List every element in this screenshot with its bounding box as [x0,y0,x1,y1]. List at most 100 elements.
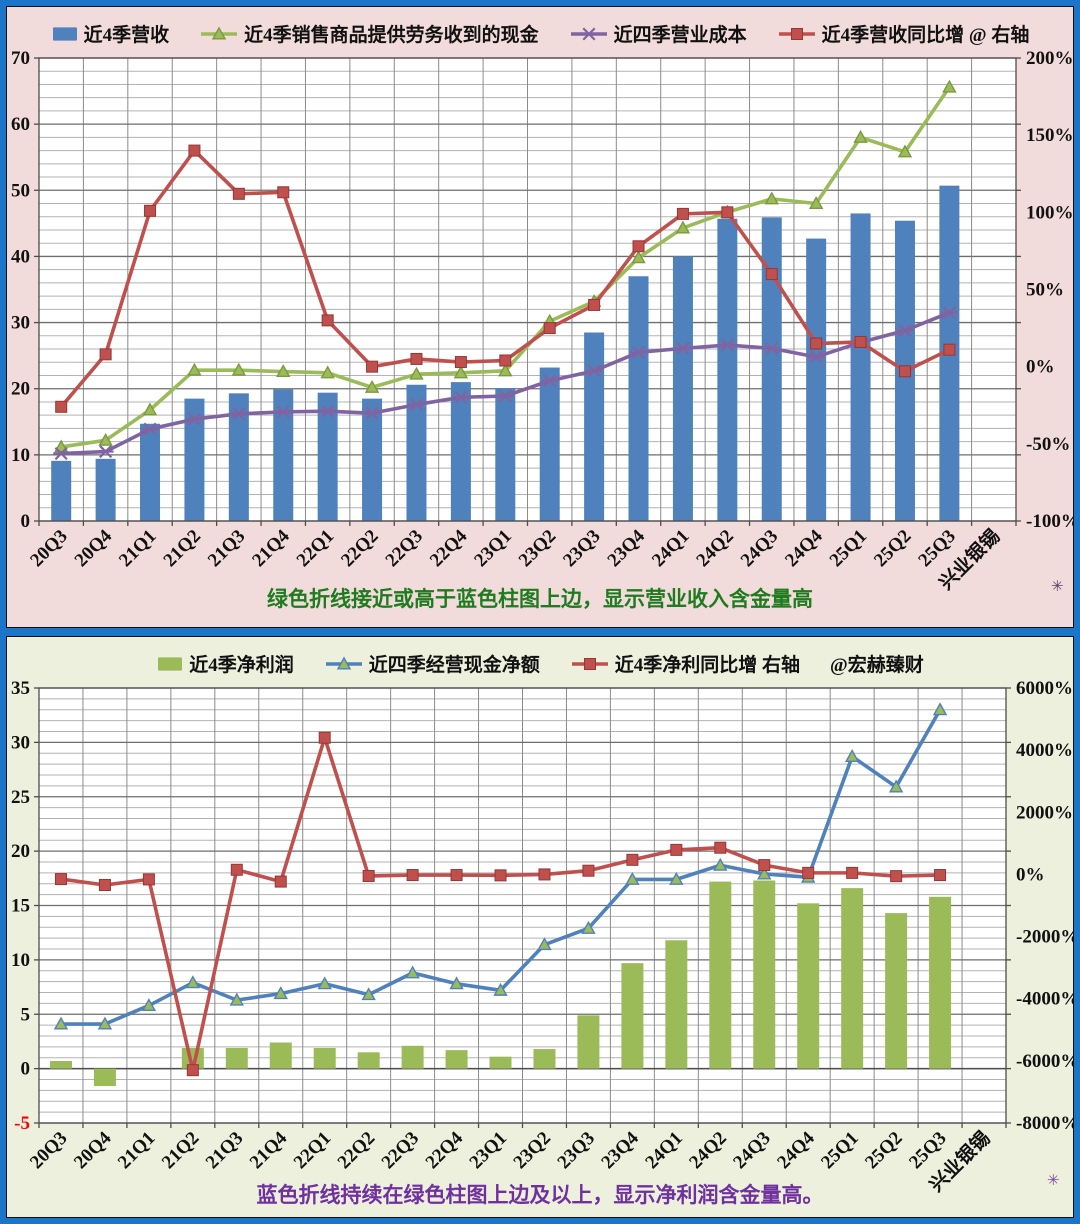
square-marker-25Q2 [898,365,911,378]
square-marker-23Q2 [543,322,556,335]
triangle-marker-23Q4 [631,250,646,264]
x-axis-tick-label: 24Q1 [648,526,693,571]
triangle-legend-icon [201,26,238,40]
triangle-marker-22Q2 [364,379,380,393]
asterisk-marker [580,26,597,41]
decorative-star-icon: ✳ [1047,1173,1060,1189]
bar-22Q4 [450,382,471,521]
bar-25Q1 [850,213,871,521]
square-marker [583,657,596,670]
square-marker-24Q4 [802,866,815,879]
legend-item: 近四季经营现金净额 [324,650,540,677]
x-axis-tick-label: 21Q2 [158,1128,203,1173]
square-marker-22Q3 [406,869,419,882]
bar-25Q2 [885,913,908,1069]
left-axis-tick-label: 15 [11,896,30,917]
square-marker-21Q1 [142,873,155,886]
legend-item: 近4季销售商品提供劳务收到的现金 [199,20,539,47]
revenue-chart: 0 10 20 30 40 50 60 70 -100% -50% 0% 50% 100% 150% 200… [11,48,1073,594]
legend-watermark: @宏赫臻财 [830,655,924,676]
triangle-marker-23Q3 [581,920,596,934]
legend-item: 近4季净利同比增 右轴 [570,650,800,677]
right-axis-tick-label: 150% [1026,125,1073,146]
x-axis-tick-label: 23Q2 [510,1128,555,1173]
left-axis-tick-label: 25 [11,787,30,808]
asterisk-marker-22Q1 [319,404,336,418]
triangle-marker-21Q1 [141,998,157,1012]
bar-22Q1 [313,1047,336,1069]
x-axis-tick-label: 21Q4 [248,525,294,571]
triangle-marker-25Q1 [844,749,860,763]
x-axis-tick-label: 24Q2 [685,1128,730,1173]
bar-24Q1 [665,940,688,1069]
bar-25Q1 [841,888,864,1069]
square-marker-25Q2 [890,870,903,883]
square-marker-20Q3 [55,400,68,413]
square-marker-23Q1 [494,869,507,882]
square-marker-21Q3 [232,187,245,200]
bar-23Q3 [577,1015,600,1069]
right-axis-tick-label: 4000% [1016,740,1073,761]
square-marker-21Q4 [274,875,287,888]
left-axis-tick-label: 30 [11,732,30,753]
bar-24Q4 [806,238,827,521]
axes [34,57,1021,526]
square-marker-21Q1 [144,204,157,217]
bar-24Q4 [797,903,820,1069]
asterisk-marker-23Q2 [541,374,558,388]
square-marker-21Q3 [230,863,243,876]
triangle-marker-21Q3 [231,362,247,376]
square-marker-24Q2 [714,841,727,854]
legend-label: 近四季经营现金净额 [368,655,540,676]
bar-21Q1 [140,423,161,521]
bar-24Q1 [672,256,693,521]
triangle-marker-22Q1 [320,365,335,379]
left-axis-tick-label: 20 [11,841,30,862]
x-axis-tick-label: 22Q1 [290,1128,335,1173]
x-axis-tick-label: 24Q4 [773,1127,819,1173]
x-axis-tick-label: 24Q4 [781,525,827,571]
square-marker-24Q4 [810,337,823,350]
bar-23Q1 [489,1056,512,1069]
bar-21Q2 [184,398,205,521]
square-marker-22Q1 [321,314,334,327]
bar-22Q4 [445,1050,468,1069]
asterisk-marker-22Q2 [364,406,381,420]
x-axis-tick-label: 21Q2 [160,526,205,571]
right-axis-tick-label: -4000% [1016,989,1073,1010]
asterisk-marker-21Q4 [275,405,292,419]
asterisk-legend-icon [570,26,607,41]
square-marker-24Q3 [758,859,771,872]
triangle-legend-icon [325,656,362,670]
x-axis-tick-label: 23Q4 [604,525,650,571]
asterisk-marker-25Q3 [941,306,958,320]
legend-label: 近4季净利润 [189,655,294,676]
asterisk-marker-24Q1 [674,341,691,355]
triangle-marker-24Q4 [808,196,824,210]
bar-20Q3 [49,1061,72,1069]
square-marker-22Q2 [362,869,375,882]
bar-23Q4 [628,276,649,521]
bar-20Q4 [95,458,116,521]
legend-bar-swatch [158,656,183,671]
legend-label: 近4季销售商品提供劳务收到的现金 [244,25,539,46]
x-axis-tick-label: 22Q4 [426,525,472,571]
square-marker-22Q3 [410,352,423,365]
square-marker-20Q3 [54,873,67,886]
bar-23Q1 [495,388,516,521]
left-axis-tick-label: 0 [21,511,31,532]
triangle-marker-24Q2 [713,857,728,871]
square-marker-22Q2 [366,360,379,373]
left-axis-tick-label: -5 [14,1113,30,1134]
square-marker-24Q2 [721,206,734,219]
x-axis-tick-label: 21Q4 [246,1127,292,1173]
left-axis-tick-label: 0 [21,1059,31,1080]
legend-label: 近4季营收 [83,25,170,46]
triangle-marker-22Q2 [361,987,376,1001]
triangle-marker-21Q4 [276,364,291,378]
square-marker-20Q4 [98,878,111,891]
x-axis-tick-label: 21Q1 [115,526,160,571]
revenue-chart-caption: 绿色折线接近或高于蓝色柱图上边，显示营业收入含金量高 [267,587,813,611]
bar-23Q2 [533,1049,556,1069]
